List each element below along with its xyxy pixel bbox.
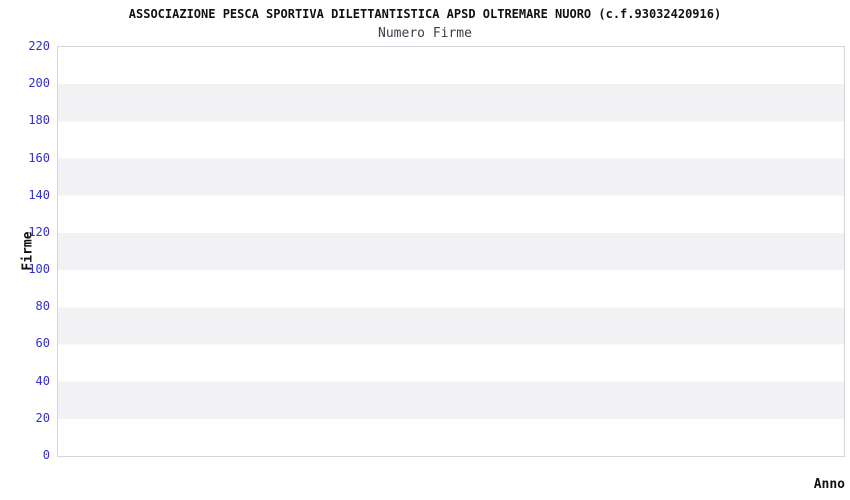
- y-tick-label-220: 220: [28, 39, 50, 53]
- chart-title: ASSOCIAZIONE PESCA SPORTIVA DILETTANTIST…: [128, 7, 722, 21]
- x-axis-tick-labels: [57, 456, 843, 500]
- x-axis-title: Anno: [813, 477, 845, 492]
- y-tick-label-80: 80: [35, 299, 50, 314]
- y-tick-label-160: 160: [28, 150, 50, 165]
- plot-area: [57, 46, 845, 457]
- y-tick-label-140: 140: [28, 187, 50, 202]
- y-tick-label-180: 180: [28, 113, 50, 128]
- chart-subtitle: Numero Firme: [378, 26, 472, 41]
- y-tick-label-40: 40: [35, 373, 50, 388]
- bars-container: [58, 47, 844, 456]
- y-tick-label-20: 20: [35, 410, 50, 425]
- y-tick-label-100: 100: [28, 262, 50, 277]
- y-tick-label-60: 60: [35, 336, 50, 351]
- y-tick-label-120: 120: [28, 224, 50, 239]
- y-tick-label-0: 0: [42, 448, 50, 462]
- y-tick-label-200: 200: [28, 76, 50, 91]
- y-axis-tick-labels: 0 20 40 60 80 100 120 140 160 180 200 220: [0, 39, 50, 462]
